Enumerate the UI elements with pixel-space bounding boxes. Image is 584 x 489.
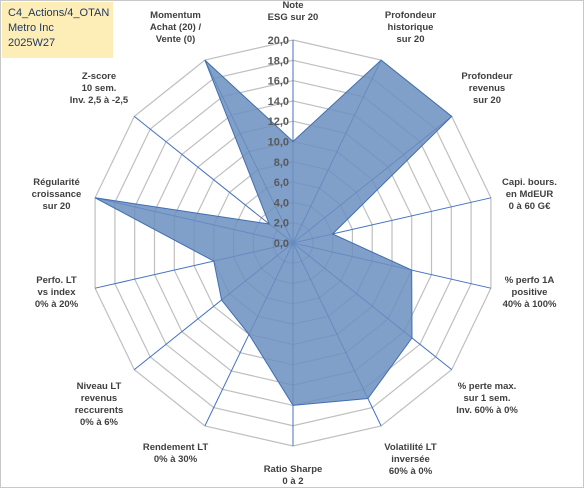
- tick-label: 20,0: [268, 35, 289, 47]
- axis-label-line: 0% à 20%: [35, 299, 79, 310]
- axis-label-line: Ratio Sharpe: [264, 464, 323, 475]
- axis-label-line: sur 20: [43, 201, 71, 212]
- axis-label-line: 10 sem.: [82, 83, 117, 94]
- axis-label-line: Note: [282, 1, 303, 11]
- axis-label: % perte max.sur 1 sem.Inv. 60% à 0%: [456, 381, 518, 416]
- axis-label-line: revenus: [81, 393, 117, 404]
- axis-label-line: % perfo 1A: [505, 275, 555, 286]
- axis-label-line: historique: [388, 22, 434, 33]
- tick-label: 0,0: [274, 238, 289, 250]
- axis-label-line: 0% à 30%: [154, 454, 198, 465]
- tick-label: 8,0: [274, 157, 289, 169]
- axis-label-line: 60% à 0%: [389, 466, 433, 477]
- axis-label-line: en MdEUR: [506, 189, 554, 200]
- axis-label-line: ESG sur 20: [268, 12, 319, 23]
- axis-label-line: inversée: [391, 454, 430, 465]
- axis-label-line: Profondeur: [385, 10, 436, 21]
- axis-label-line: 0% à 6%: [80, 417, 119, 428]
- info-week: 2025W27: [8, 37, 56, 49]
- tick-label: 10,0: [268, 137, 289, 149]
- axis-label-line: Inv. 60% à 0%: [456, 405, 518, 416]
- axis-label-line: Rendement LT: [143, 442, 208, 453]
- series-area: [94, 59, 453, 406]
- series-polygon: [94, 59, 453, 406]
- axis-label-line: Profondeur: [461, 71, 512, 82]
- info-category: C4_Actions/4_OTAN: [8, 7, 110, 19]
- axis-label-line: 40% à 100%: [503, 299, 557, 310]
- info-company: Metro Inc: [8, 22, 54, 34]
- radial-tick-labels: 0,0 2,0 4,0 6,0 8,0 10,0 12,0 14,0 16,0 18,0 20,0: [268, 35, 289, 250]
- axis-label-line: croissance: [32, 189, 82, 200]
- tick-label: 6,0: [274, 177, 289, 189]
- tick-label: 16,0: [268, 76, 289, 88]
- info-box: C4_Actions/4_OTAN Metro Inc 2025W27: [2, 2, 113, 58]
- axis-label-line: Capi. bours.: [502, 177, 557, 188]
- axis-label-line: sur 20: [397, 34, 425, 45]
- axis-label-line: revenus: [469, 83, 505, 94]
- axis-label-line: positive: [512, 287, 548, 298]
- axis-label-line: Inv. 2,5 à -2,5: [70, 95, 129, 106]
- axis-label-line: 0 à 2: [282, 476, 303, 487]
- tick-label: 4,0: [274, 197, 289, 209]
- axis-label-line: % perte max.: [458, 381, 517, 392]
- axis-label-line: Achat (20) /: [150, 22, 202, 33]
- axis-label-line: Z-score: [82, 71, 116, 82]
- axis-label: Rendement LT0% à 30%: [143, 442, 208, 465]
- tick-label: 2,0: [274, 218, 289, 230]
- tick-label: 12,0: [268, 116, 289, 128]
- axis-label-line: Volatilité LT: [384, 442, 437, 453]
- axis-label-line: sur 1 sem.: [464, 393, 511, 404]
- tick-label: 14,0: [268, 96, 289, 108]
- axis-label-line: reccurents: [75, 405, 124, 416]
- axis-spoke: [133, 116, 294, 244]
- axis-label-line: Niveau LT: [77, 381, 122, 392]
- axis-label-line: Perfo. LT: [36, 275, 77, 286]
- axis-label-line: vs index: [37, 287, 76, 298]
- axis-label-line: Vente (0): [156, 34, 196, 45]
- axis-label-line: 0 à 60 G€: [509, 201, 551, 212]
- axis-label-line: Régularité: [33, 177, 79, 188]
- axis-label-line: sur 20: [473, 95, 501, 106]
- tick-label: 18,0: [268, 55, 289, 67]
- axis-label-line: Momentum: [150, 10, 201, 21]
